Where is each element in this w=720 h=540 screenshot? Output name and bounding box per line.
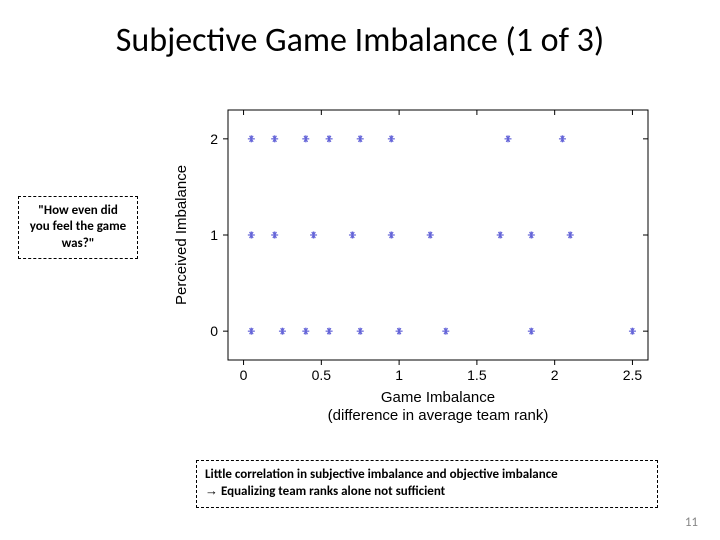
- svg-text:2: 2: [551, 367, 559, 383]
- svg-text:0: 0: [210, 323, 218, 339]
- chart-svg: 0 0.5 1 1.5 2 2.5 0 1 2 Game Imbalance(difference…: [160, 100, 670, 440]
- page-number: 11: [685, 515, 698, 530]
- callout-conclusion: Little correlation in subjective imbalan…: [196, 460, 658, 508]
- svg-text:2.5: 2.5: [623, 367, 643, 383]
- page-title: Subjective Game Imbalance (1 of 3): [0, 20, 720, 61]
- svg-text:1.5: 1.5: [467, 367, 487, 383]
- callout-question: "How even did you feel the game was?": [18, 196, 138, 259]
- arrow-icon: →: [205, 483, 218, 498]
- svg-text:1: 1: [210, 227, 218, 243]
- svg-text:0: 0: [240, 367, 248, 383]
- callout-line2: Equalizing team ranks alone not sufficie…: [221, 484, 445, 499]
- scatter-chart: 0 0.5 1 1.5 2 2.5 0 1 2 Game Imbalance(difference…: [160, 100, 670, 440]
- svg-text:Perceived Imbalance: Perceived Imbalance: [173, 165, 190, 305]
- svg-text:2: 2: [210, 131, 218, 147]
- svg-text:1: 1: [395, 367, 403, 383]
- callout-line1: Little correlation in subjective imbalan…: [205, 467, 558, 482]
- svg-text:Game Imbalance: Game Imbalance: [381, 389, 495, 406]
- svg-text:0.5: 0.5: [312, 367, 332, 383]
- svg-text:(difference in average team ra: (difference in average team rank): [328, 407, 549, 424]
